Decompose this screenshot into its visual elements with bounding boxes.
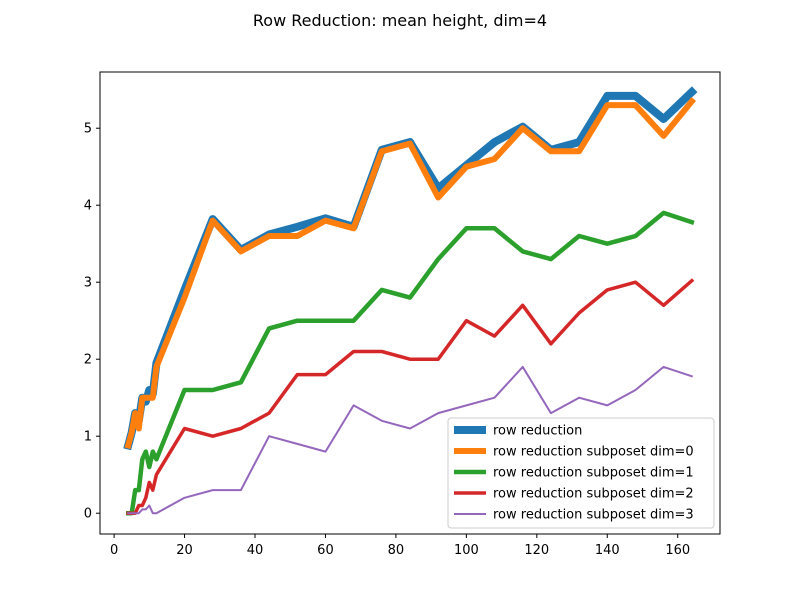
legend-label-3: row reduction subposet dim=2: [493, 487, 694, 502]
x-tick-label: 0: [110, 543, 118, 558]
plot-lines: [123, 86, 698, 516]
legend-label-4: row reduction subposet dim=3: [493, 508, 694, 523]
y-tick-label: 5: [84, 122, 92, 137]
series-line-4: [127, 365, 694, 515]
legend-label-2: row reduction subposet dim=1: [493, 466, 694, 481]
x-tick-label: 100: [454, 543, 479, 558]
y-tick-label: 1: [84, 430, 92, 445]
legend-box: [447, 417, 715, 529]
series-line-3: [126, 278, 695, 515]
x-tick-label: 20: [176, 543, 193, 558]
chart-title: Row Reduction: mean height, dim=4: [253, 11, 547, 30]
x-tick-label: 160: [665, 543, 690, 558]
legend-label-1: row reduction subposet dim=0: [493, 445, 694, 460]
legend: row reduction row reduction subposet dim=…: [447, 417, 715, 529]
plot-frame: [99, 71, 721, 535]
x-axis: 0 20 40 60 80 100 120 140 160: [110, 534, 690, 558]
x-tick-label: 60: [317, 543, 334, 558]
y-axis: 0 1 2 3 4 5: [84, 122, 100, 522]
y-tick-label: 2: [84, 353, 92, 368]
series-line-1: [124, 97, 697, 450]
series-line-2: [125, 210, 695, 516]
y-tick-label: 3: [84, 276, 92, 291]
x-tick-label: 40: [247, 543, 264, 558]
y-tick-label: 4: [84, 199, 92, 214]
x-tick-label: 140: [595, 543, 620, 558]
legend-label-0: row reduction: [493, 424, 582, 439]
y-tick-label: 0: [84, 507, 92, 522]
x-tick-label: 80: [388, 543, 405, 558]
x-tick-label: 120: [524, 543, 549, 558]
